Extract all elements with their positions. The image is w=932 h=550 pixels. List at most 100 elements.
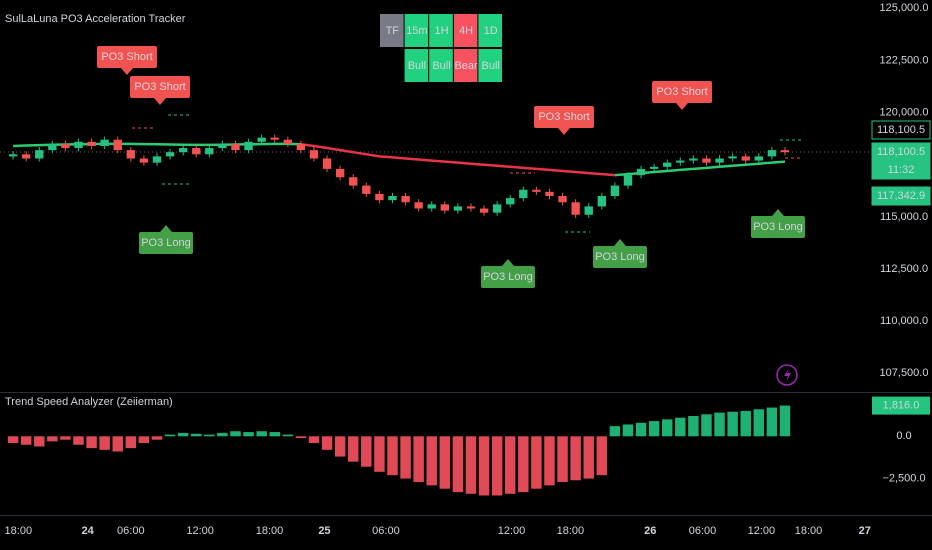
- histogram-bar: [740, 410, 751, 437]
- histogram-bar: [557, 436, 568, 482]
- x-tick-label: 06:00: [117, 525, 145, 537]
- histogram-bar: [570, 436, 581, 481]
- histogram-bar: [295, 436, 307, 438]
- histogram-bar: [47, 436, 58, 442]
- table-bias: Bull: [432, 60, 450, 72]
- table-cell: [453, 49, 478, 82]
- short-label: PO3 Short: [538, 111, 589, 123]
- candle-body: [649, 166, 659, 169]
- x-tick-label: 12:00: [498, 525, 526, 537]
- candle-body: [754, 156, 763, 161]
- x-tick-label: 18:00: [5, 525, 33, 537]
- candle-body: [349, 177, 358, 186]
- short-label-box: [652, 81, 712, 103]
- candle-body: [283, 139, 293, 144]
- candle-body: [218, 143, 227, 149]
- candle-body: [192, 148, 201, 155]
- table-cell: [404, 49, 429, 82]
- histogram-bar: [138, 436, 150, 444]
- x-tick-label: 18:00: [557, 525, 585, 537]
- candle-body: [519, 189, 528, 199]
- table-cell: [380, 14, 404, 47]
- candle-body: [100, 139, 109, 146]
- price-marker: 117,342.9: [877, 190, 925, 202]
- histogram-bar: [230, 431, 241, 437]
- candle-body: [623, 175, 633, 186]
- histogram-bar: [661, 419, 673, 437]
- candle-body: [113, 139, 122, 151]
- candle-body: [335, 168, 345, 178]
- histogram-bar: [334, 436, 346, 457]
- x-tick-label: 12:00: [186, 525, 214, 537]
- candle-body: [440, 204, 449, 211]
- histogram-bar: [635, 422, 647, 437]
- value-label-box: [872, 396, 930, 415]
- candle-body: [21, 154, 31, 159]
- candle-body: [427, 204, 436, 209]
- alert-icon[interactable]: [776, 364, 798, 386]
- candle-body: [466, 206, 476, 209]
- histogram-bar: [7, 436, 19, 444]
- long-label: PO3 Long: [483, 271, 533, 283]
- x-tick-label: 27: [859, 525, 871, 537]
- y-tick-label: 122,500.0: [880, 54, 929, 66]
- histogram-bar: [112, 436, 123, 452]
- candle-body: [492, 204, 502, 213]
- long-label-pointer: [160, 225, 172, 232]
- y-tick-label: 125,000.0: [880, 2, 929, 14]
- table-cell: [478, 14, 502, 47]
- long-label-box: [481, 266, 535, 288]
- candle-body: [767, 150, 777, 157]
- short-label-box: [130, 76, 190, 98]
- histogram-bar: [308, 436, 320, 444]
- histogram-bar: [73, 436, 84, 445]
- candle-body: [35, 150, 44, 159]
- histogram-bar: [387, 436, 398, 476]
- candle-body: [375, 193, 384, 201]
- candle-body: [545, 191, 554, 196]
- short-label-pointer: [558, 128, 570, 135]
- y-tick-label: 120,000.0: [880, 107, 929, 119]
- histogram-bar: [217, 432, 228, 437]
- table-header: 4H: [459, 25, 473, 37]
- long-label: PO3 Long: [595, 251, 645, 263]
- short-label-pointer: [676, 103, 688, 110]
- long-label-pointer: [614, 239, 626, 246]
- candle-body: [61, 143, 70, 149]
- candle-body: [178, 148, 188, 153]
- histogram-bar: [20, 436, 32, 445]
- histogram-bar: [426, 436, 437, 486]
- candle-body: [87, 141, 96, 146]
- histogram-bar: [609, 426, 621, 437]
- long-label-box: [139, 232, 193, 254]
- x-tick-label: 18:00: [795, 525, 823, 537]
- short-label-pointer: [121, 68, 133, 75]
- short-label-pointer: [154, 98, 166, 105]
- histogram-bar: [478, 436, 490, 496]
- histogram-bar: [491, 436, 503, 496]
- candle-body: [244, 141, 253, 151]
- histogram-bar: [413, 436, 424, 482]
- moving-average: [300, 143, 615, 177]
- candle-body: [401, 196, 410, 203]
- level-dashes: [132, 114, 802, 233]
- short-label: PO3 Short: [134, 81, 185, 93]
- table-bias: Bear: [454, 60, 478, 72]
- histogram-bar: [583, 436, 594, 479]
- price-marker: 118,100.5: [877, 124, 925, 136]
- candle-body: [584, 206, 593, 215]
- histogram-bar: [622, 424, 634, 437]
- candle-body: [558, 196, 567, 203]
- histogram-bar: [191, 433, 202, 437]
- histogram-bar: [766, 407, 778, 437]
- candle-body: [8, 154, 18, 157]
- x-tick-label: 24: [82, 525, 95, 537]
- price-marker: 118,100.5: [877, 146, 925, 158]
- histogram-bar: [348, 436, 359, 462]
- candle-body: [636, 168, 646, 176]
- histogram-bar: [151, 436, 163, 440]
- table-bias: Bull: [408, 60, 426, 72]
- candle-body: [231, 143, 240, 151]
- candle-body: [676, 160, 685, 163]
- histogram-bar: [99, 436, 110, 450]
